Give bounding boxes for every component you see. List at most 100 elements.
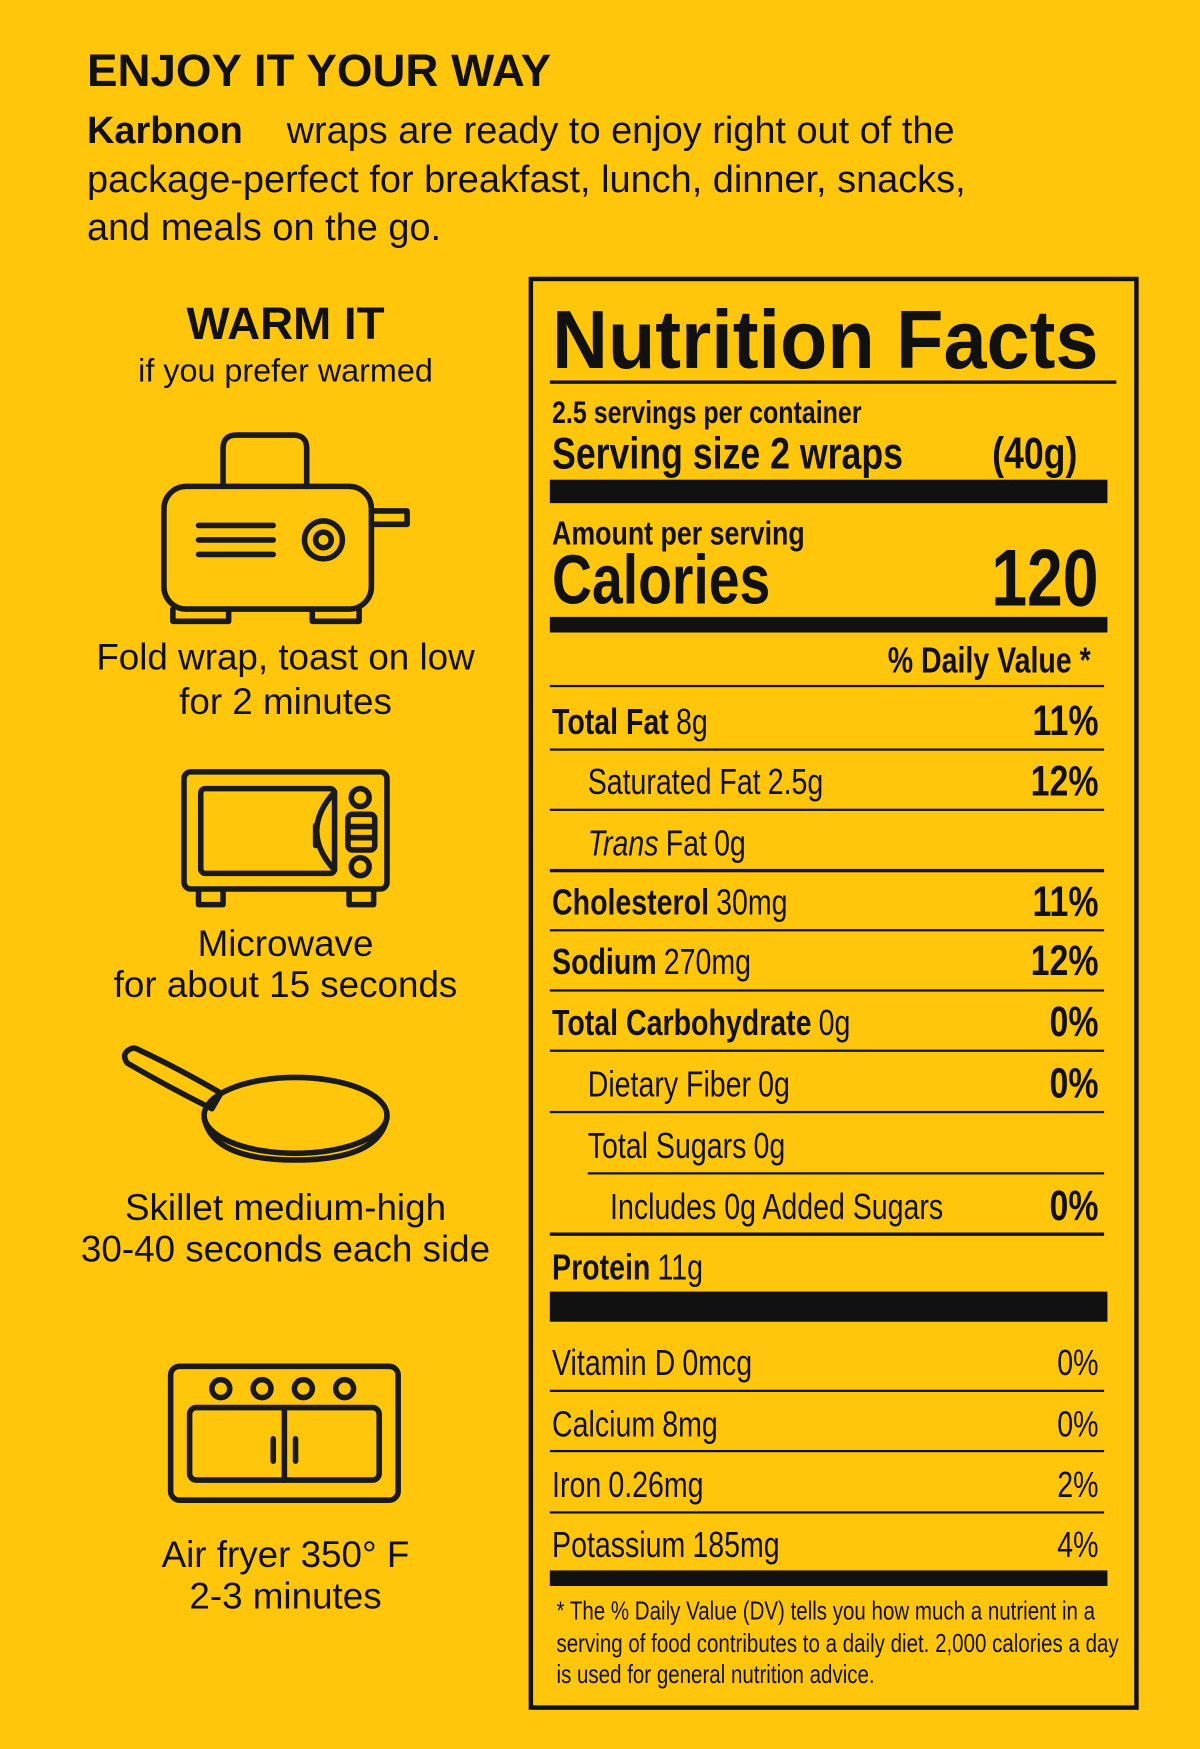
- nutrient-name: Dietary Fiber: [588, 1064, 752, 1104]
- vitamin-dv: 0%: [1057, 1343, 1098, 1383]
- nutrient-dv: 11%: [1033, 698, 1099, 745]
- vitamin-label: Potassium 185mg: [552, 1525, 780, 1565]
- nutrient-dv: 12%: [1031, 758, 1099, 805]
- nutrient-name: Saturated Fat: [588, 762, 761, 802]
- nutrient-amount: 0g: [819, 1003, 851, 1043]
- toaster-icon: [161, 432, 410, 625]
- vitamin-amount: 0mcg: [682, 1343, 752, 1383]
- calories-value: 120: [991, 534, 1098, 623]
- nutrient-name: Trans: [588, 824, 659, 864]
- nutrient-label: Total Fat 8g: [552, 702, 708, 742]
- calories-label: Calories: [552, 542, 770, 619]
- nutrient-dv: 11%: [1033, 878, 1099, 925]
- rule: [549, 616, 1108, 633]
- footnote-line: * The % Daily Value (DV) tells you how m…: [557, 1596, 1096, 1625]
- servings-per-container: 2.5 servings per container: [552, 394, 861, 429]
- vitamin-amount: 185mg: [692, 1525, 779, 1565]
- nutrient-name: Sodium: [552, 942, 657, 982]
- step-text: Microwave: [198, 923, 374, 964]
- rule: [549, 808, 1105, 811]
- vitamin-name: Iron: [552, 1465, 601, 1505]
- nutrient-label: Includes 0g Added Sugars: [610, 1187, 943, 1227]
- nutrient-name: Protein: [552, 1247, 650, 1287]
- nutrient-dv: 0%: [1050, 999, 1099, 1046]
- rule: [587, 1172, 1105, 1175]
- vitamin-name: Calcium: [552, 1405, 655, 1445]
- rule: [549, 1291, 1108, 1322]
- intro-line: wraps are ready to enjoy right out of th…: [286, 110, 955, 152]
- rule: [549, 380, 1117, 384]
- rule: [549, 479, 1108, 504]
- vitamin-name: Potassium: [552, 1525, 685, 1565]
- vitamin-label: Calcium 8mg: [552, 1405, 718, 1445]
- rule: [549, 929, 1105, 932]
- nutrient-dv: 0%: [1050, 1060, 1099, 1107]
- rule: [549, 1389, 1105, 1392]
- nutrient-label: Protein 11g: [552, 1247, 703, 1287]
- rule: [549, 1049, 1105, 1052]
- nutrient-amount: 270mg: [664, 942, 751, 982]
- nutrient-name: Total Fat: [552, 702, 669, 742]
- vitamin-dv: 4%: [1057, 1525, 1098, 1565]
- oven-icon: [167, 1363, 401, 1503]
- intro-line: and meals on the go.: [87, 207, 441, 249]
- step-text: for about 15 seconds: [114, 964, 458, 1005]
- step-text: Air fryer 350° F: [162, 1534, 410, 1575]
- vitamin-label: Vitamin D 0mcg: [552, 1343, 752, 1383]
- warm-title: WARM IT: [186, 298, 384, 349]
- nutrient-amount: 30mg: [716, 883, 787, 923]
- nutrient-label: Saturated Fat 2.5g: [588, 762, 824, 802]
- vitamin-dv: 2%: [1057, 1465, 1098, 1505]
- nutrient-name: Fat: [666, 824, 707, 864]
- rule: [549, 1110, 1105, 1114]
- brand: Karbnon: [87, 110, 243, 152]
- rule: [549, 1449, 1105, 1453]
- rule: [549, 1511, 1105, 1514]
- nutrient-label: Total Carbohydrate 0g: [552, 1003, 850, 1043]
- step-text: 30-40 seconds each side: [81, 1228, 490, 1269]
- rule: [549, 989, 1105, 992]
- step-text: Skillet medium-high: [125, 1187, 446, 1228]
- serving-size: Serving size 2 wraps: [552, 428, 903, 479]
- page-title: ENJOY IT YOUR WAY: [87, 45, 551, 96]
- vitamin-label: Iron 0.26mg: [552, 1465, 703, 1505]
- nutrient-label: Dietary Fiber 0g: [588, 1064, 790, 1104]
- nutrition-title: Nutrition Facts: [552, 294, 1098, 386]
- serving-weight: (40g): [992, 428, 1077, 479]
- amount-per-serving: Amount per serving: [552, 516, 805, 552]
- nutrient-amount: 0g: [753, 1126, 785, 1166]
- rule: [549, 684, 1105, 688]
- nutrient-amount: 11g: [657, 1247, 702, 1287]
- vitamin-amount: 0.26mg: [608, 1465, 703, 1505]
- nutrient-name: Includes 0g Added Sugars: [610, 1187, 943, 1227]
- nutrient-dv: 0%: [1050, 1183, 1099, 1230]
- nutrient-amount: 8g: [676, 702, 708, 742]
- nutrition-border: [528, 276, 1139, 1710]
- rule: [549, 1232, 1105, 1236]
- skillet-icon: [121, 1045, 390, 1163]
- nutrient-name: Total Sugars: [588, 1126, 747, 1166]
- nutrient-amount: 0g: [758, 1064, 790, 1104]
- nutrient-label: Total Sugars 0g: [588, 1126, 785, 1166]
- daily-value-header: % Daily Value *: [888, 641, 1091, 681]
- warm-subtitle: if you prefer warmed: [138, 353, 433, 389]
- footnote-line: is used for general nutrition advice.: [557, 1660, 875, 1689]
- intro-line: package-perfect for breakfast, lunch, di…: [87, 159, 966, 201]
- nutrient-amount: 0g: [714, 824, 746, 864]
- nutrient-dv: 12%: [1031, 937, 1099, 984]
- nutrient-name: Cholesterol: [552, 883, 709, 923]
- nutrient-label: Cholesterol 30mg: [552, 883, 787, 923]
- nutrient-amount: 2.5g: [768, 762, 824, 802]
- microwave-icon: [181, 769, 390, 908]
- step-text: for 2 minutes: [179, 681, 392, 722]
- footnote-line: serving of food contributes to a daily d…: [557, 1629, 1120, 1658]
- rule: [549, 748, 1105, 751]
- nutrient-name: Total Carbohydrate: [552, 1003, 811, 1043]
- nutrient-label: Sodium 270mg: [552, 942, 751, 982]
- nutrient-label: Trans Fat 0g: [588, 824, 746, 864]
- rule: [549, 868, 1105, 873]
- vitamin-amount: 8mg: [662, 1405, 718, 1445]
- rule: [549, 1570, 1108, 1587]
